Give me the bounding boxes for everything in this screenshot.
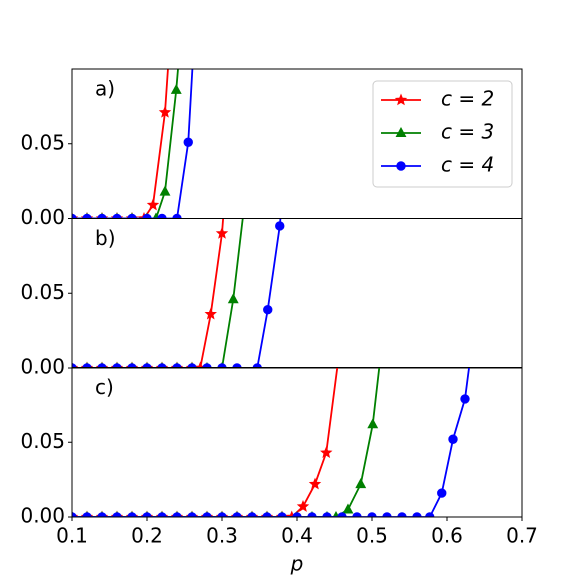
plot-area <box>72 155 290 368</box>
y-tick-label: 0.00 <box>20 355 65 379</box>
panel: 0.00 0.05 b) <box>20 155 523 379</box>
marker <box>222 168 232 177</box>
marker <box>82 213 92 219</box>
marker <box>296 500 310 512</box>
marker <box>159 185 171 196</box>
marker <box>376 348 385 357</box>
marker <box>215 226 229 239</box>
marker <box>97 213 107 219</box>
x-tick-label: 0.6 <box>431 524 463 548</box>
marker <box>157 213 167 219</box>
marker <box>127 213 137 219</box>
panel-label: a) <box>95 77 115 101</box>
y-tick-label: 0.05 <box>20 429 65 453</box>
axes-frame <box>71 218 523 369</box>
series-line <box>72 367 470 517</box>
y-tick-label: 0.00 <box>20 205 65 229</box>
marker <box>437 488 447 498</box>
legend-label: c = 3 <box>441 120 494 144</box>
panel-label: b) <box>95 226 116 250</box>
legend-label: c = 2 <box>441 87 494 111</box>
marker <box>166 19 176 28</box>
marker <box>158 105 172 118</box>
y-tick-label: 0.05 <box>20 280 65 304</box>
marker <box>204 307 217 320</box>
series-line <box>72 367 381 517</box>
y-tick-label: 0.00 <box>20 504 65 528</box>
series-line <box>72 69 169 219</box>
legend-marker <box>394 93 408 106</box>
legend-marker <box>396 161 406 171</box>
marker <box>308 477 322 490</box>
marker <box>192 5 200 13</box>
marker <box>112 213 122 219</box>
marker <box>320 446 333 458</box>
panel: 0.00 0.05 0.1 0.2 0.3 0.4 0.5 0.6 0.7 p c) <box>20 348 538 576</box>
panel: 0.00 0.05 a) c = 2 c = 3 c = 4 <box>20 4 523 229</box>
x-tick-label: 0.5 <box>356 524 388 548</box>
marker <box>460 394 470 404</box>
series-line <box>72 69 179 219</box>
legend-box <box>372 80 513 188</box>
y-tick-label: 0.05 <box>20 130 65 154</box>
marker <box>282 155 290 163</box>
legend-marker <box>395 126 407 137</box>
marker <box>263 304 273 315</box>
series-line <box>72 218 225 368</box>
x-tick-label: 0.7 <box>506 524 538 548</box>
marker <box>333 355 343 364</box>
marker <box>448 434 458 444</box>
legend: c = 2 c = 3 c = 4 <box>372 80 513 188</box>
plot-area <box>72 348 475 517</box>
plot-area <box>72 4 200 219</box>
marker <box>170 83 182 94</box>
marker <box>183 137 193 147</box>
marker <box>275 221 285 231</box>
series-line <box>72 218 282 368</box>
x-tick-label: 0.2 <box>131 524 163 548</box>
marker <box>178 4 187 13</box>
x-tick-label: 0.1 <box>56 524 88 548</box>
x-tick-label: 0.4 <box>281 524 313 548</box>
panel-label: c) <box>95 375 114 399</box>
marker <box>240 199 249 208</box>
marker <box>342 503 354 514</box>
marker <box>355 478 367 489</box>
marker <box>367 418 379 429</box>
series-line <box>72 69 194 219</box>
axes-frame <box>71 367 523 518</box>
x-axis-label: p <box>290 552 304 576</box>
marker <box>172 213 182 219</box>
marker <box>467 348 475 356</box>
marker <box>146 198 160 211</box>
marker <box>142 213 152 219</box>
legend-label: c = 4 <box>441 153 494 177</box>
x-tick-label: 0.3 <box>206 524 238 548</box>
marker <box>227 293 239 304</box>
